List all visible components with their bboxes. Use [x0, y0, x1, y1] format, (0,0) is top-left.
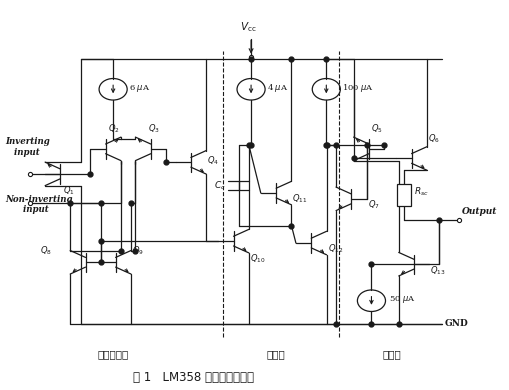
Text: $Q_3$: $Q_3$	[148, 122, 160, 135]
Text: $Q_8$: $Q_8$	[40, 245, 52, 257]
Text: 放大级: 放大级	[267, 349, 286, 360]
Text: $Q_2$: $Q_2$	[108, 122, 120, 135]
Text: 6 $\mu$A: 6 $\mu$A	[129, 83, 151, 94]
Text: Non-inverting
      input: Non-inverting input	[5, 195, 73, 215]
Text: $Q_6$: $Q_6$	[428, 132, 440, 145]
Text: $Q_9$: $Q_9$	[132, 245, 144, 257]
Text: $Q_{12}$: $Q_{12}$	[327, 242, 343, 255]
Text: 50 $\mu$A: 50 $\mu$A	[389, 294, 416, 305]
Text: $Q_7$: $Q_7$	[367, 198, 380, 211]
Text: 差分输入级: 差分输入级	[98, 349, 129, 360]
Text: 图 1   LM358 内部电路原理图: 图 1 LM358 内部电路原理图	[133, 371, 254, 384]
Text: GND: GND	[444, 319, 468, 328]
Text: $V_{\rm cc}$: $V_{\rm cc}$	[240, 20, 257, 34]
Text: 4 $\mu$A: 4 $\mu$A	[267, 82, 289, 94]
Text: $Q_{13}$: $Q_{13}$	[430, 265, 446, 277]
Text: $Q_1$: $Q_1$	[63, 184, 75, 197]
Text: Inverting
   input: Inverting input	[5, 137, 50, 157]
Bar	[397, 184, 411, 206]
Text: Output: Output	[462, 207, 497, 216]
Text: $Q_{10}$: $Q_{10}$	[250, 253, 265, 265]
Text: $R_{sc}$: $R_{sc}$	[414, 185, 429, 198]
Text: $Q_{11}$: $Q_{11}$	[292, 192, 308, 205]
Text: $C_c$: $C_c$	[214, 179, 226, 191]
Text: 100 $\mu$A: 100 $\mu$A	[343, 82, 375, 94]
Text: $Q_4$: $Q_4$	[207, 154, 219, 167]
Text: $Q_5$: $Q_5$	[371, 122, 383, 135]
Text: 输出级: 输出级	[382, 349, 401, 360]
